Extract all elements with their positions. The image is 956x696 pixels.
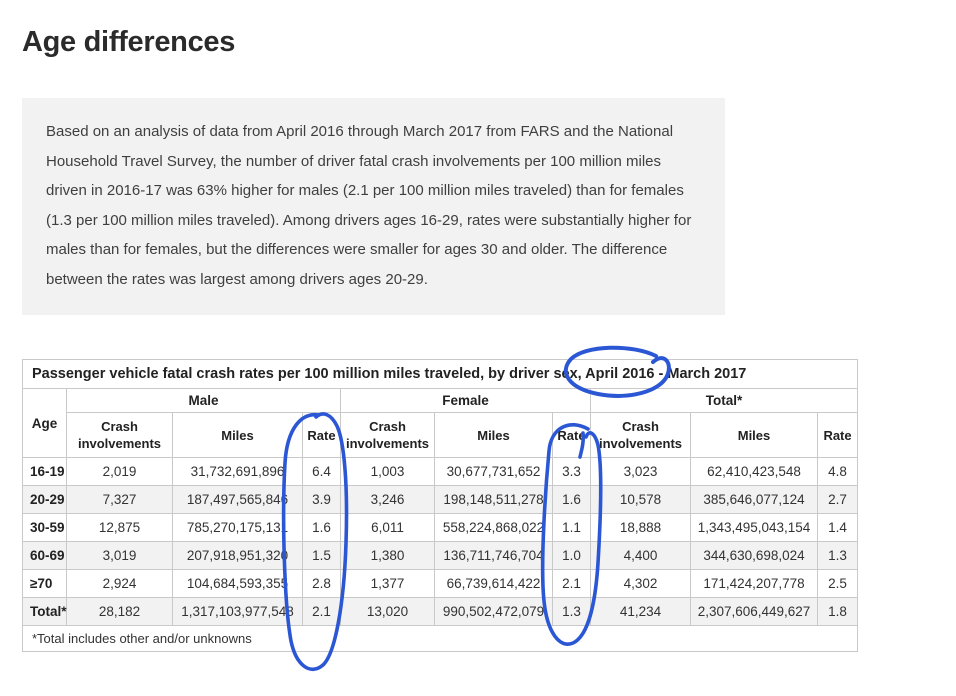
- male-rate: 2.8: [302, 569, 341, 598]
- female-crash-involvements: 1,380: [340, 541, 435, 570]
- male-rate-header: Rate: [302, 412, 341, 458]
- female-crash-involvements: 1,377: [340, 569, 435, 598]
- total-crash-involvements-header: Crash involvements: [590, 412, 691, 458]
- male-rate: 3.9: [302, 485, 341, 514]
- female-rate: 1.3: [552, 597, 591, 626]
- female-crash-involvements: 3,246: [340, 485, 435, 514]
- female-miles: 66,739,614,422: [434, 569, 553, 598]
- female-miles: 198,148,511,278: [434, 485, 553, 514]
- table-sub-header-row: Crash involvements Miles Rate Crash invo…: [23, 412, 859, 458]
- table-row-20-29: 20-29 7,327 187,497,565,846 3.9 3,246 19…: [22, 485, 859, 514]
- total-miles: 2,307,606,449,627: [690, 597, 818, 626]
- male-group-header: Male: [66, 388, 341, 413]
- male-miles: 187,497,565,846: [172, 485, 303, 514]
- total-rate: 1.4: [816, 513, 859, 542]
- total-rate: 2.5: [816, 569, 859, 598]
- total-rate: 1.3: [816, 541, 859, 570]
- male-rate: 1.5: [302, 541, 341, 570]
- intro-callout: Based on an analysis of data from April …: [22, 98, 725, 315]
- male-rate: 6.4: [302, 457, 341, 486]
- total-miles: 385,646,077,124: [690, 485, 818, 514]
- male-crash-involvements: 3,019: [66, 541, 173, 570]
- table-group-header-row: Age Male Female Total*: [22, 388, 859, 458]
- female-miles: 30,677,731,652: [434, 457, 553, 486]
- page-title: Age differences: [22, 26, 236, 58]
- female-crash-involvements-header: Crash involvements: [340, 412, 435, 458]
- page: Age differences Based on an analysis of …: [21, 26, 859, 672]
- female-crash-involvements: 13,020: [340, 597, 435, 626]
- male-crash-involvements-header: Crash involvements: [66, 412, 173, 458]
- female-group-header: Female: [340, 388, 591, 413]
- total-rate-header: Rate: [816, 412, 859, 458]
- male-miles: 104,684,593,355: [172, 569, 303, 598]
- total-group-header: Total*: [589, 388, 859, 413]
- table-title-row: Passenger vehicle fatal crash rates per …: [21, 359, 859, 389]
- intro-paragraph: Based on an analysis of data from April …: [46, 123, 692, 288]
- total-crash-involvements: 3,023: [590, 457, 691, 486]
- crash-rates-table: Passenger vehicle fatal crash rates per …: [21, 359, 859, 652]
- male-rate: 1.6: [302, 513, 341, 542]
- female-miles: 558,224,868,022: [434, 513, 553, 542]
- table-row-total: Total* 28,182 1,317,103,977,548 2.1 13,0…: [22, 597, 859, 626]
- female-rate: 2.1: [552, 569, 591, 598]
- male-crash-involvements: 12,875: [66, 513, 173, 542]
- female-rate-header: Rate: [552, 412, 591, 458]
- female-miles: 990,502,472,079: [434, 597, 553, 626]
- female-rate: 1.1: [552, 513, 591, 542]
- total-rate: 4.8: [816, 457, 859, 486]
- table-title: Passenger vehicle fatal crash rates per …: [21, 359, 859, 389]
- female-miles-header: Miles: [434, 412, 553, 458]
- total-crash-involvements: 4,400: [590, 541, 691, 570]
- total-miles: 62,410,423,548: [690, 457, 818, 486]
- male-miles: 785,270,175,131: [172, 513, 303, 542]
- male-crash-involvements: 7,327: [66, 485, 173, 514]
- total-miles: 344,630,698,024: [690, 541, 818, 570]
- female-rate: 3.3: [552, 457, 591, 486]
- total-rate: 1.8: [816, 597, 859, 626]
- age-label: Total*: [22, 597, 67, 626]
- total-rate: 2.7: [816, 485, 859, 514]
- total-crash-involvements: 41,234: [590, 597, 691, 626]
- female-miles: 136,711,746,704: [434, 541, 553, 570]
- table-row-60-69: 60-69 3,019 207,918,951,320 1.5 1,380 13…: [22, 541, 859, 570]
- male-miles: 207,918,951,320: [172, 541, 303, 570]
- total-miles: 171,424,207,778: [690, 569, 818, 598]
- table-footnote: *Total includes other and/or unknowns: [21, 625, 859, 652]
- table-row-30-59: 30-59 12,875 785,270,175,131 1.6 6,011 5…: [22, 513, 859, 542]
- total-miles: 1,343,495,043,154: [690, 513, 818, 542]
- age-label: 30-59: [22, 513, 67, 542]
- total-miles-header: Miles: [690, 412, 818, 458]
- age-label: ≥70: [22, 569, 67, 598]
- female-crash-involvements: 1,003: [340, 457, 435, 486]
- male-crash-involvements: 28,182: [66, 597, 173, 626]
- female-rate: 1.0: [552, 541, 591, 570]
- table-row-16-19: 16-19 2,019 31,732,691,896 6.4 1,003 30,…: [22, 457, 859, 486]
- total-crash-involvements: 10,578: [590, 485, 691, 514]
- female-crash-involvements: 6,011: [340, 513, 435, 542]
- age-label: 16-19: [22, 457, 67, 486]
- age-label: 20-29: [22, 485, 67, 514]
- table-container: Passenger vehicle fatal crash rates per …: [21, 345, 859, 672]
- male-rate: 2.1: [302, 597, 341, 626]
- table-footnote-row: *Total includes other and/or unknowns: [21, 625, 859, 652]
- age-column-header: Age: [22, 388, 67, 458]
- female-rate: 1.6: [552, 485, 591, 514]
- age-label: 60-69: [22, 541, 67, 570]
- male-crash-involvements: 2,924: [66, 569, 173, 598]
- total-crash-involvements: 18,888: [590, 513, 691, 542]
- total-crash-involvements: 4,302: [590, 569, 691, 598]
- male-miles-header: Miles: [172, 412, 303, 458]
- male-miles: 1,317,103,977,548: [172, 597, 303, 626]
- male-crash-involvements: 2,019: [66, 457, 173, 486]
- male-miles: 31,732,691,896: [172, 457, 303, 486]
- table-row-70-plus: ≥70 2,924 104,684,593,355 2.8 1,377 66,7…: [22, 569, 859, 598]
